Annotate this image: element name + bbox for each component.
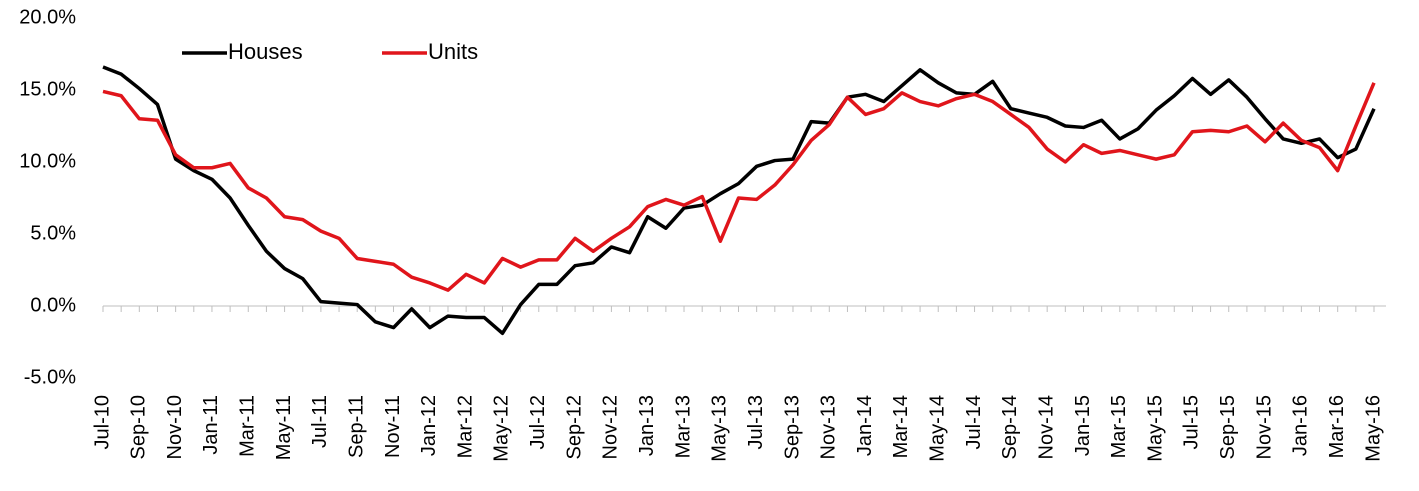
x-tick-label: May-13 — [709, 395, 731, 462]
x-tick-label: Nov-10 — [164, 395, 186, 459]
x-tick-label: Sep-15 — [1217, 395, 1239, 460]
x-tick-label: Nov-15 — [1253, 395, 1275, 459]
y-tick-label: 0.0% — [30, 294, 76, 316]
y-tick-label: -5.0% — [24, 366, 76, 388]
x-tick-label: Mar-14 — [890, 395, 912, 458]
x-tick-label: May-14 — [927, 395, 949, 462]
x-tick-label: Nov-13 — [818, 395, 840, 459]
x-tick-label: Jan-16 — [1290, 395, 1312, 456]
x-tick-label: Jan-12 — [418, 395, 440, 456]
legend-label: Houses — [228, 39, 303, 64]
x-tick-label: Sep-14 — [999, 395, 1021, 460]
x-tick-label: Jul-12 — [527, 395, 549, 449]
x-tick-label: Jul-11 — [309, 395, 331, 448]
x-tick-label: Mar-15 — [1108, 395, 1130, 458]
x-tick-label: Jan-14 — [854, 395, 876, 456]
x-tick-label: May-12 — [491, 395, 513, 462]
line-series — [102, 65, 1376, 336]
legend-label: Units — [428, 39, 478, 64]
x-tick-label: Mar-11 — [237, 395, 259, 457]
x-tick-label: May-16 — [1362, 395, 1384, 462]
y-tick-label: 15.0% — [19, 78, 76, 100]
x-tick-label: Jul-13 — [745, 395, 767, 449]
x-tick-label: May-15 — [1144, 395, 1166, 462]
x-tick-label: Sep-11 — [345, 395, 367, 458]
x-tick-label: Nov-12 — [600, 395, 622, 459]
x-tick-label: Mar-16 — [1326, 395, 1348, 458]
x-tick-label: Nov-14 — [1035, 395, 1057, 459]
x-tick-label: Sep-10 — [128, 395, 150, 460]
x-tick-label: Jan-15 — [1072, 395, 1094, 456]
x-tick-label: Jan-13 — [636, 395, 658, 456]
x-tick-label: May-11 — [273, 395, 295, 460]
x-tick-label: Jul-14 — [963, 395, 985, 449]
x-tick-label: Jan-11 — [200, 395, 222, 455]
y-tick-label: 10.0% — [19, 150, 76, 172]
x-tick-label: Sep-12 — [563, 395, 585, 460]
y-tick-label: 5.0% — [30, 222, 76, 244]
line-series — [102, 82, 1376, 292]
y-tick-label: 20.0% — [19, 6, 76, 28]
x-tick-label: Mar-12 — [454, 395, 476, 458]
x-tick-label: Sep-13 — [781, 395, 803, 460]
x-tick-label: Jul-15 — [1181, 395, 1203, 449]
x-tick-label: Mar-13 — [672, 395, 694, 458]
x-tick-label: Nov-11 — [382, 395, 404, 458]
x-tick-label: Jul-10 — [91, 395, 113, 449]
